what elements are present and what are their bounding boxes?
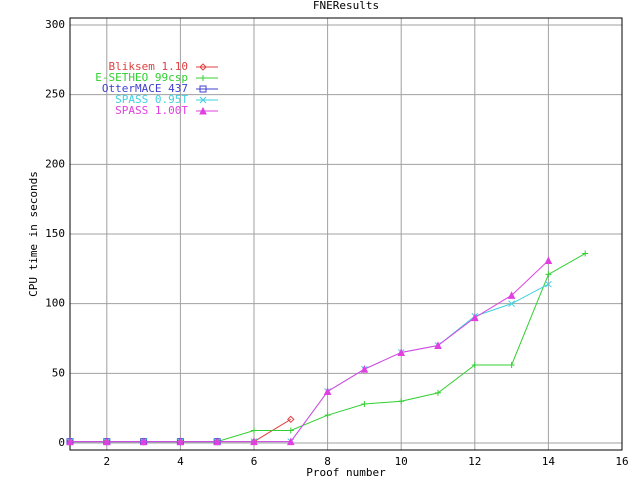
y-axis-label: CPU time in seconds xyxy=(27,171,40,297)
marker xyxy=(324,412,331,419)
legend-label: SPASS 1.00T xyxy=(115,104,188,117)
x-tick-label: 6 xyxy=(251,455,258,468)
y-tick-label: 300 xyxy=(45,18,65,31)
marker xyxy=(287,427,294,434)
legend-label: SPASS 0.95T xyxy=(115,93,188,106)
x-tick-label: 14 xyxy=(542,455,556,468)
marker xyxy=(507,291,516,299)
plot-frame xyxy=(69,17,623,451)
y-tick-label: 0 xyxy=(58,436,65,449)
marker xyxy=(434,341,442,349)
marker xyxy=(102,437,111,446)
marker xyxy=(287,415,295,424)
marker xyxy=(582,250,589,257)
marker xyxy=(397,348,406,356)
marker xyxy=(199,63,207,71)
y-tick-label: 250 xyxy=(45,88,65,101)
marker xyxy=(176,437,185,446)
marker xyxy=(508,300,515,308)
marker xyxy=(199,85,207,93)
y-tick-label: 50 xyxy=(52,366,65,379)
marker xyxy=(360,365,369,373)
x-tick-label: 12 xyxy=(468,455,481,468)
series-line xyxy=(70,283,549,443)
marker xyxy=(435,389,441,396)
legend-label: Bliksem 1.10 xyxy=(109,60,188,73)
marker xyxy=(250,437,258,446)
marker xyxy=(398,398,405,405)
y-tick-label: 100 xyxy=(45,297,65,310)
marker xyxy=(66,437,74,446)
x-tick-label: 10 xyxy=(395,455,408,468)
marker xyxy=(213,437,222,446)
chart-title: FNEResults xyxy=(313,0,379,12)
legend-label: E-SETHEO 99csp xyxy=(95,71,188,84)
marker xyxy=(471,361,478,368)
marker xyxy=(361,401,368,408)
x-tick-label: 8 xyxy=(324,455,331,468)
marker xyxy=(545,280,552,288)
marker xyxy=(545,271,552,278)
x-tick-label: 16 xyxy=(615,455,628,468)
y-tick-label: 150 xyxy=(45,227,65,240)
series-line xyxy=(70,260,549,443)
marker xyxy=(544,256,553,264)
legend-label: OtterMACE 437 xyxy=(102,82,188,95)
marker xyxy=(286,437,295,446)
marker xyxy=(199,96,207,104)
marker xyxy=(323,387,332,395)
marker xyxy=(470,313,479,322)
marker xyxy=(251,427,257,434)
y-tick-label: 200 xyxy=(45,157,65,170)
marker xyxy=(200,75,206,81)
x-axis-label: Proof number xyxy=(306,466,386,479)
marker xyxy=(508,361,515,368)
x-tick-label: 4 xyxy=(177,455,184,468)
marker xyxy=(199,106,207,115)
x-tick-label: 2 xyxy=(103,455,110,468)
marker xyxy=(139,437,148,446)
